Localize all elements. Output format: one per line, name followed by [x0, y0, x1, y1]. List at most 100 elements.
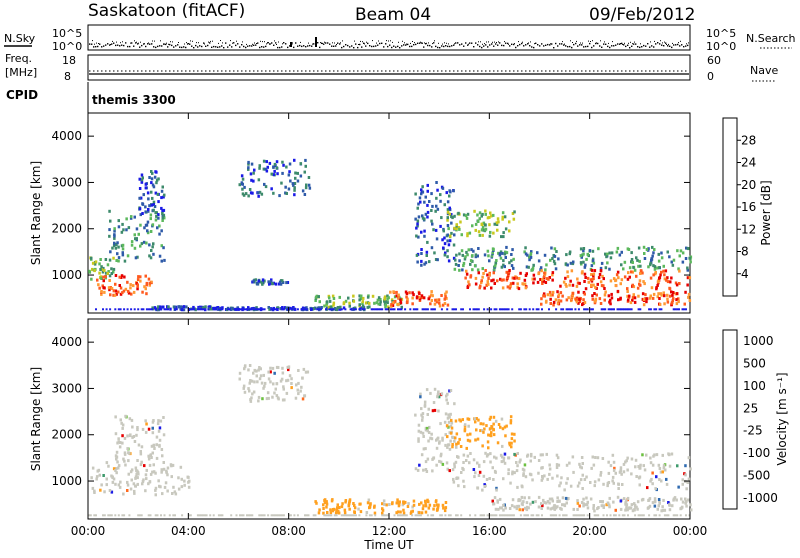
- nsky-spike: [290, 42, 292, 47]
- data-cell: [446, 445, 449, 449]
- data-cell: [251, 514, 254, 517]
- data-cell: [281, 514, 284, 517]
- data-cell: [533, 455, 536, 459]
- data-cell: [255, 281, 259, 285]
- data-cell: [616, 246, 620, 250]
- data-cell: [663, 294, 666, 298]
- data-cell: [418, 292, 421, 295]
- data-cell: [649, 456, 652, 460]
- data-cell: [423, 403, 427, 407]
- data-cell: [154, 308, 157, 311]
- data-cell: [635, 274, 638, 278]
- data-cell: [511, 276, 515, 280]
- nsearch-point: [680, 40, 681, 42]
- data-cell: [673, 496, 677, 500]
- nsearch-point: [246, 43, 247, 45]
- data-cell: [639, 264, 642, 268]
- data-cell: [381, 502, 384, 506]
- data-cell: [127, 459, 130, 463]
- data-cell: [576, 508, 579, 511]
- data-cell: [368, 301, 371, 305]
- data-cell: [656, 295, 659, 299]
- data-cell: [425, 388, 429, 392]
- data-cell: [299, 162, 302, 166]
- data-cell: [291, 182, 295, 186]
- nsearch-point: [664, 41, 665, 43]
- data-cell: [466, 253, 469, 257]
- data-cell: [257, 279, 260, 283]
- data-cell: [272, 514, 275, 517]
- nsky-point: [605, 43, 607, 45]
- data-cell: [152, 444, 155, 448]
- data-cell: [556, 301, 560, 305]
- data-cell: [637, 264, 640, 268]
- data-cell: [628, 266, 632, 270]
- data-cell: [551, 257, 554, 260]
- data-cell: [397, 302, 400, 306]
- data-cell: [513, 432, 516, 436]
- data-cell: [609, 256, 613, 260]
- nsearch-point: [660, 40, 661, 42]
- data-cell: [527, 514, 529, 517]
- data-cell: [517, 504, 521, 508]
- data-cell: [582, 247, 586, 250]
- data-cell: [420, 511, 424, 515]
- data-cell: [474, 471, 477, 475]
- data-cell: [130, 468, 134, 472]
- data-cell: [550, 246, 553, 250]
- data-cell: [415, 234, 418, 238]
- data-cell: [675, 292, 679, 296]
- data-cell: [581, 270, 584, 274]
- data-cell: [138, 514, 141, 517]
- data-cell: [602, 308, 605, 311]
- data-cell: [420, 252, 423, 255]
- data-cell: [383, 502, 386, 506]
- data-cell: [444, 506, 448, 510]
- data-cell: [450, 215, 453, 219]
- data-cell: [445, 424, 449, 428]
- data-cell: [558, 484, 561, 488]
- data-cell: [531, 266, 535, 270]
- nsky-point: [251, 45, 253, 47]
- nsearch-point: [232, 42, 233, 44]
- data-cell: [263, 308, 266, 311]
- data-cell: [585, 475, 588, 479]
- data-cell: [275, 382, 278, 386]
- data-cell: [146, 231, 150, 235]
- data-cell: [535, 514, 538, 517]
- data-cell: [443, 203, 446, 207]
- data-cell: [123, 436, 127, 440]
- nsearch-point: [634, 41, 635, 43]
- data-cell: [581, 487, 584, 490]
- data-cell: [390, 298, 394, 302]
- data-cell: [135, 433, 138, 437]
- nsky-point: [507, 42, 509, 45]
- data-cell: [366, 301, 370, 305]
- data-cell: [144, 210, 147, 214]
- data-cell: [447, 227, 450, 231]
- data-cell: [511, 212, 515, 215]
- data-cell: [141, 480, 145, 483]
- data-cell: [650, 286, 654, 290]
- data-cell: [635, 475, 638, 478]
- nsky-point: [483, 45, 485, 47]
- nsky-point: [579, 44, 581, 46]
- data-cell: [340, 308, 343, 311]
- nsky-point: [417, 42, 419, 44]
- data-cell: [252, 179, 255, 183]
- data-cell: [364, 301, 368, 305]
- data-cell: [581, 514, 584, 517]
- nsky-point: [469, 42, 471, 44]
- nsearch-point: [230, 40, 231, 42]
- data-cell: [439, 224, 442, 228]
- data-cell: [241, 192, 245, 196]
- nsearch-point: [282, 43, 283, 45]
- data-cell: [651, 254, 654, 258]
- data-cell: [576, 297, 580, 301]
- data-cell: [455, 514, 457, 517]
- data-cell: [168, 514, 171, 517]
- nsky-point: [359, 43, 361, 46]
- data-cell: [138, 196, 141, 200]
- data-cell: [600, 308, 603, 311]
- data-cell: [591, 308, 594, 311]
